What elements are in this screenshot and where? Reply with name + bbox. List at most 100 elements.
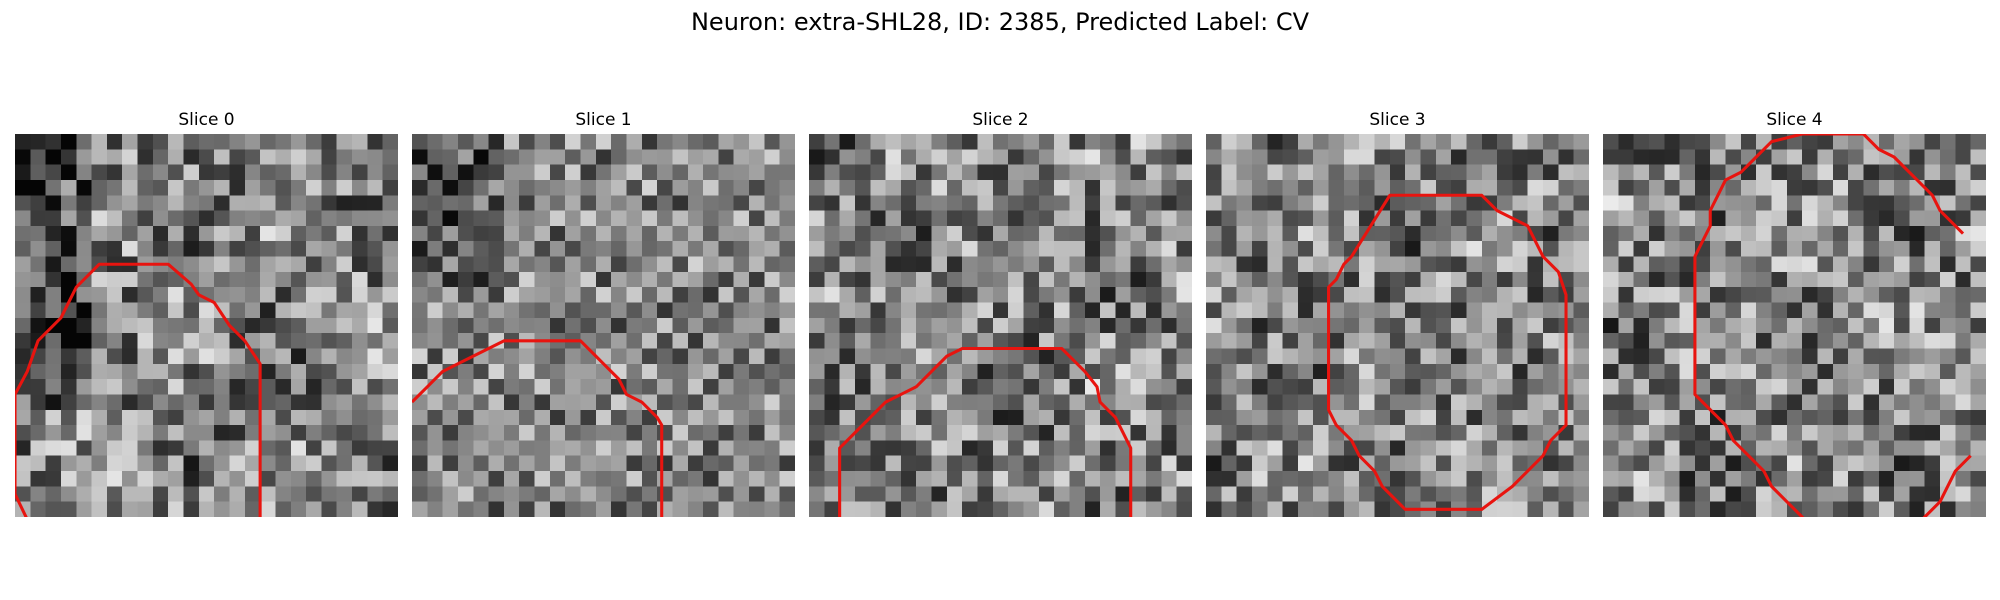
pixel (1894, 409, 1910, 426)
pixel (1054, 455, 1070, 472)
pixel (488, 225, 505, 242)
pixel (321, 195, 338, 211)
pixel (809, 394, 825, 411)
pixel (168, 333, 184, 349)
pixel (229, 179, 246, 196)
pixel (718, 302, 735, 319)
pixel (1054, 348, 1070, 365)
pixel (992, 195, 1009, 211)
pixel (1451, 440, 1467, 457)
pixel (306, 425, 322, 441)
pixel (1497, 455, 1513, 472)
pixel (962, 471, 978, 487)
pixel (1740, 425, 1757, 441)
pixel (733, 471, 750, 487)
pixel (1543, 271, 1559, 288)
pixel (931, 149, 948, 165)
pixel (1100, 164, 1116, 181)
pixel (1146, 440, 1162, 457)
pixel (1267, 225, 1283, 242)
pixel (626, 225, 643, 242)
pixel (442, 149, 459, 165)
pixel (595, 164, 612, 181)
pixel (946, 455, 963, 472)
pixel (809, 409, 825, 426)
pixel (626, 195, 643, 211)
pixel (1710, 471, 1726, 487)
pixel (779, 394, 795, 411)
pixel (306, 440, 322, 457)
pixel (1955, 271, 1971, 288)
pixel (1848, 317, 1864, 334)
pixel (1115, 179, 1132, 196)
pixel (687, 134, 704, 150)
pixel (1970, 348, 1986, 365)
pixel (764, 164, 780, 181)
pixel (1543, 486, 1559, 502)
pixel (595, 333, 612, 349)
pixel (1512, 455, 1529, 472)
pixel (977, 394, 994, 411)
pixel (962, 501, 978, 517)
pixel (1710, 486, 1726, 502)
pixel (854, 486, 871, 502)
pixel (1466, 302, 1483, 319)
pixel (1313, 486, 1329, 502)
pixel (977, 455, 994, 472)
pixel (1451, 455, 1467, 472)
pixel (1023, 225, 1040, 242)
pixel (703, 302, 719, 319)
pixel (352, 210, 368, 227)
pixel (1725, 394, 1742, 411)
pixel (992, 134, 1009, 150)
pixel (549, 149, 566, 165)
pixel (641, 379, 658, 395)
pixel (1023, 486, 1040, 502)
pixel (870, 379, 886, 395)
pixel (1756, 379, 1772, 395)
pixel (1940, 317, 1956, 334)
pixel (1573, 409, 1589, 426)
pixel (427, 134, 443, 150)
pixel (336, 164, 353, 181)
pixel (1894, 271, 1910, 288)
pixel (1282, 348, 1299, 365)
pixel (703, 455, 719, 472)
pixel (1527, 348, 1544, 365)
pixel (626, 409, 643, 426)
pixel (1481, 149, 1498, 165)
pixel (168, 225, 184, 242)
pixel (168, 317, 184, 334)
pixel (15, 425, 31, 441)
pixel (1940, 333, 1956, 349)
pixel (60, 363, 77, 380)
pixel (1206, 317, 1222, 334)
pixel (503, 271, 520, 288)
pixel (1481, 225, 1498, 242)
pixel (1282, 302, 1299, 319)
pixel (457, 210, 474, 227)
pixel (1771, 348, 1788, 365)
pixel (1955, 134, 1971, 150)
pixel (870, 271, 886, 288)
pixel (1420, 317, 1437, 334)
pixel (1497, 302, 1513, 319)
pixel (1343, 210, 1360, 227)
pixel (809, 486, 825, 502)
pixel (779, 440, 795, 457)
pixel (367, 256, 383, 273)
pixel (672, 179, 689, 196)
pixel (1648, 486, 1665, 502)
pixel (1970, 134, 1986, 150)
pixel (1297, 317, 1314, 334)
pixel (1771, 195, 1788, 211)
pixel (1878, 317, 1895, 334)
pixel (1023, 164, 1040, 181)
pixel (580, 225, 597, 242)
pixel (1054, 409, 1070, 426)
pixel (1313, 164, 1329, 181)
pixel (1069, 394, 1086, 411)
pixel (1558, 164, 1574, 181)
pixel (183, 195, 200, 211)
pixel (442, 134, 459, 150)
